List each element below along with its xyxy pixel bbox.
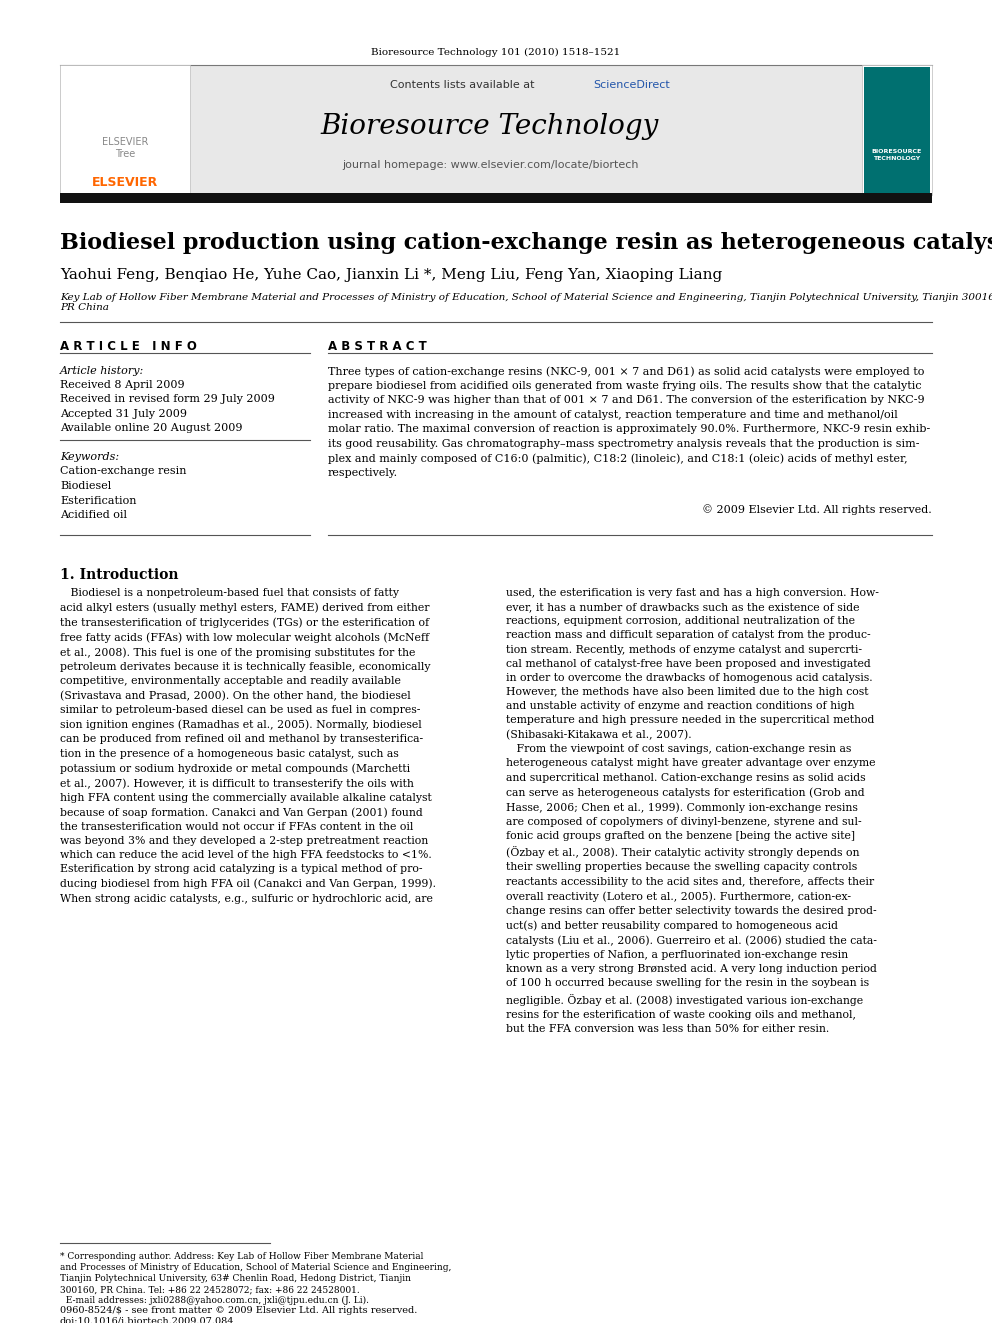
Text: Cation-exchange resin
Biodiesel
Esterification
Acidified oil: Cation-exchange resin Biodiesel Esterifi…: [60, 466, 186, 520]
Text: A B S T R A C T: A B S T R A C T: [328, 340, 427, 353]
FancyBboxPatch shape: [60, 65, 190, 194]
FancyBboxPatch shape: [60, 193, 932, 202]
FancyBboxPatch shape: [60, 65, 932, 194]
Text: * Corresponding author. Address: Key Lab of Hollow Fiber Membrane Material: * Corresponding author. Address: Key Lab…: [60, 1252, 424, 1261]
Text: Tianjin Polytechnical University, 63# Chenlin Road, Hedong District, Tianjin: Tianjin Polytechnical University, 63# Ch…: [60, 1274, 411, 1283]
Text: Biodiesel production using cation-exchange resin as heterogeneous catalyst: Biodiesel production using cation-exchan…: [60, 232, 992, 254]
Text: doi:10.1016/j.biortech.2009.07.084: doi:10.1016/j.biortech.2009.07.084: [60, 1316, 234, 1323]
Text: used, the esterification is very fast and has a high conversion. How-
ever, it h: used, the esterification is very fast an…: [506, 587, 879, 1033]
Text: Keywords:: Keywords:: [60, 452, 119, 462]
Text: BIORESOURCE
TECHNOLOGY: BIORESOURCE TECHNOLOGY: [872, 149, 923, 161]
Text: Three types of cation-exchange resins (NKC-9, 001 × 7 and D61) as solid acid cat: Three types of cation-exchange resins (N…: [328, 366, 930, 478]
Text: Yaohui Feng, Benqiao He, Yuhe Cao, Jianxin Li *, Meng Liu, Feng Yan, Xiaoping Li: Yaohui Feng, Benqiao He, Yuhe Cao, Jianx…: [60, 269, 722, 282]
FancyBboxPatch shape: [864, 67, 930, 193]
Text: © 2009 Elsevier Ltd. All rights reserved.: © 2009 Elsevier Ltd. All rights reserved…: [702, 504, 932, 515]
Text: Biodiesel is a nonpetroleum-based fuel that consists of fatty
acid alkyl esters : Biodiesel is a nonpetroleum-based fuel t…: [60, 587, 436, 904]
Text: A R T I C L E   I N F O: A R T I C L E I N F O: [60, 340, 196, 353]
Text: Key Lab of Hollow Fiber Membrane Material and Processes of Ministry of Education: Key Lab of Hollow Fiber Membrane Materia…: [60, 292, 992, 312]
Text: Received 8 April 2009
Received in revised form 29 July 2009
Accepted 31 July 200: Received 8 April 2009 Received in revise…: [60, 380, 275, 433]
Text: ScienceDirect: ScienceDirect: [593, 79, 670, 90]
Text: journal homepage: www.elsevier.com/locate/biortech: journal homepage: www.elsevier.com/locat…: [342, 160, 638, 169]
Text: 0960-8524/$ - see front matter © 2009 Elsevier Ltd. All rights reserved.: 0960-8524/$ - see front matter © 2009 El…: [60, 1306, 418, 1315]
Text: and Processes of Ministry of Education, School of Material Science and Engineeri: and Processes of Ministry of Education, …: [60, 1263, 451, 1271]
FancyBboxPatch shape: [862, 65, 932, 194]
Text: E-mail addresses: jxli0288@yahoo.com.cn, jxli@tjpu.edu.cn (J. Li).: E-mail addresses: jxli0288@yahoo.com.cn,…: [60, 1297, 369, 1304]
Text: Contents lists available at: Contents lists available at: [390, 79, 538, 90]
Text: ELSEVIER: ELSEVIER: [92, 176, 158, 189]
Text: 300160, PR China. Tel: +86 22 24528072; fax: +86 22 24528001.: 300160, PR China. Tel: +86 22 24528072; …: [60, 1285, 360, 1294]
Text: Bioresource Technology: Bioresource Technology: [320, 114, 659, 140]
Text: Bioresource Technology 101 (2010) 1518–1521: Bioresource Technology 101 (2010) 1518–1…: [371, 48, 621, 57]
Text: 1. Introduction: 1. Introduction: [60, 568, 179, 582]
Text: ELSEVIER
Tree: ELSEVIER Tree: [102, 138, 148, 159]
Text: Article history:: Article history:: [60, 366, 144, 376]
